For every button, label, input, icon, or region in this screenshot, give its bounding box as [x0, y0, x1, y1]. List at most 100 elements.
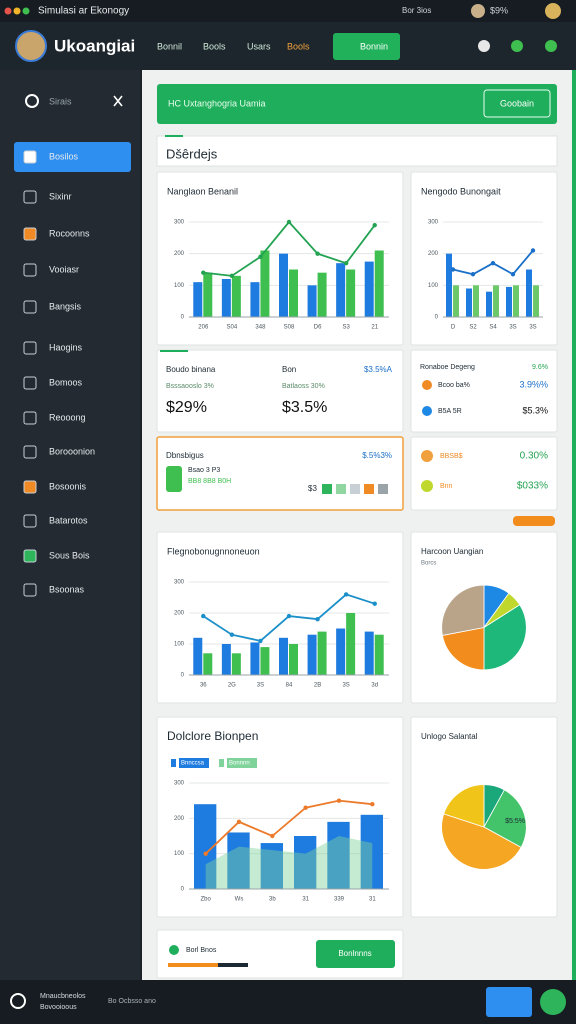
header-icon[interactable] [511, 40, 523, 52]
badge: 9.6% [532, 364, 548, 371]
y-tick-label: 100 [174, 851, 185, 857]
bar [336, 263, 346, 317]
nav-link[interactable]: Bools [287, 41, 310, 51]
x-tick-label: 3S [342, 683, 349, 689]
bar [364, 631, 374, 675]
line-point [530, 248, 536, 253]
bar [260, 647, 270, 675]
x-tick-label: 36 [200, 683, 207, 689]
bar [227, 832, 250, 889]
sidebar-item[interactable]: Bsoonas [49, 584, 85, 594]
sidebar-item[interactable]: Bomoos [49, 377, 83, 387]
y-tick-label: 300 [428, 220, 439, 226]
pie-slice [443, 784, 485, 828]
stat-title: Boudo binana [166, 365, 216, 374]
tag: $3 [308, 484, 317, 493]
x-tick-label: 31 [369, 897, 376, 903]
bar [289, 644, 298, 675]
line [205, 799, 373, 855]
stat-title: Bon [282, 365, 296, 374]
section-card [156, 135, 558, 167]
line-point [510, 272, 516, 277]
user-avatar[interactable] [540, 989, 566, 1015]
sidebar-item[interactable]: Sixinr [49, 191, 72, 201]
nav-link[interactable]: Bools [203, 41, 226, 51]
search-input[interactable]: Sirais [49, 96, 72, 106]
nav-link[interactable]: Bonnil [157, 41, 182, 51]
sidebar-icon [23, 300, 37, 314]
window-control[interactable] [22, 7, 30, 15]
sidebar-item[interactable]: Bosoonis [49, 481, 87, 491]
header-icon[interactable] [545, 40, 557, 52]
footer-button[interactable] [486, 987, 532, 1017]
bar [279, 253, 288, 317]
x-tick-label: 2G [228, 683, 236, 689]
label: Ukoangiai [54, 36, 135, 55]
x-tick-label: 339 [334, 897, 345, 903]
chart-title: Unlogo Salantal [421, 732, 478, 741]
bottom-button[interactable] [316, 940, 395, 968]
y-tick-label: 100 [428, 283, 439, 289]
sidebar-item[interactable]: Bosilos [49, 151, 79, 161]
x-tick-label: 3b [269, 897, 276, 903]
y-tick-label: 200 [174, 816, 185, 822]
bar [203, 653, 213, 675]
bar [346, 269, 356, 317]
bar [260, 843, 283, 889]
badge: $.5%3% [362, 451, 392, 460]
bar [374, 634, 384, 675]
sidebar-icon [23, 263, 37, 277]
sidebar-item[interactable]: Reooong [49, 412, 86, 422]
sidebar-item[interactable]: Haogins [49, 342, 83, 352]
bar [486, 291, 492, 317]
card [156, 349, 404, 433]
bar [466, 288, 472, 317]
line-point [201, 613, 206, 619]
header-button[interactable] [333, 33, 400, 60]
legend-chip [179, 758, 209, 768]
line-point [336, 798, 342, 803]
sidebar-item[interactable]: Sous Bois [49, 550, 90, 560]
banner-button[interactable] [483, 89, 551, 118]
bar [307, 634, 317, 675]
line-point [201, 270, 206, 275]
avatar[interactable] [471, 4, 485, 18]
y-tick-label: 200 [174, 611, 185, 617]
avatar[interactable] [545, 3, 561, 19]
bar [364, 261, 374, 317]
bar [260, 250, 270, 317]
x-tick-label: S4 [489, 325, 497, 331]
header-icon[interactable] [478, 40, 490, 52]
list-label: Bcoo ba% [438, 382, 470, 389]
window-control[interactable] [4, 7, 12, 15]
sidebar-item[interactable]: Vooiasr [49, 264, 79, 274]
x-tick-label: D6 [314, 325, 322, 331]
card-line: Bsao 3 P3 [188, 467, 220, 474]
bar [360, 814, 383, 889]
line-point [303, 805, 308, 810]
legend-swatch [219, 759, 224, 767]
row-label: Bnn [440, 483, 453, 490]
line-point [343, 260, 349, 266]
window-control[interactable] [13, 7, 21, 15]
bar [231, 275, 241, 317]
footer-icon[interactable] [10, 993, 26, 1009]
sidebar-item[interactable]: Rocoonns [49, 228, 90, 238]
sidebar-item[interactable]: Batarotos [49, 515, 88, 525]
sidebar-item[interactable]: Bangsis [49, 301, 82, 311]
bar [193, 282, 203, 317]
row-icon [421, 450, 433, 462]
label: HC Uxtanghogria Uamia [168, 98, 266, 108]
label: $9% [490, 5, 508, 15]
pie-slice [483, 789, 527, 848]
card [156, 531, 404, 704]
bar [493, 285, 499, 317]
nav-link[interactable]: Usars [247, 41, 271, 51]
legend-label: Bonnnn [229, 761, 250, 767]
x-tick-label: 21 [371, 325, 378, 331]
sidebar-item[interactable]: Borooonion [49, 446, 95, 456]
list-icon [422, 406, 432, 416]
sidebar-icon [23, 514, 37, 528]
close-icon[interactable] [113, 95, 123, 107]
search-icon[interactable] [25, 94, 39, 108]
